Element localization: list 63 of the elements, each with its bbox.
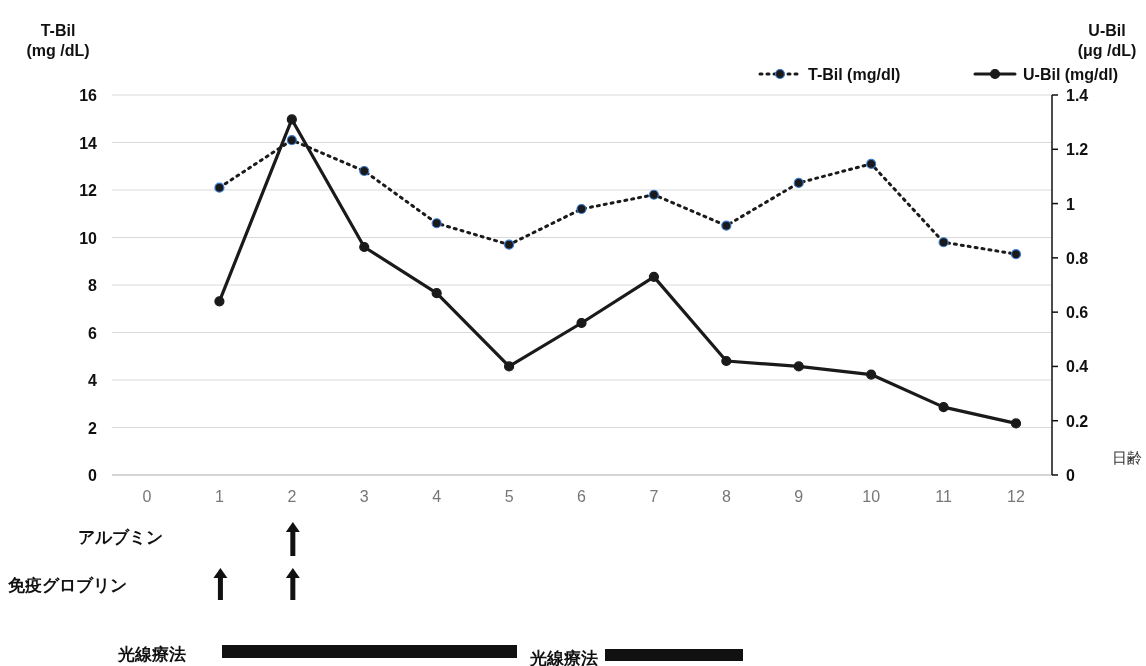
y2-tick-label: 1.4	[1066, 87, 1089, 104]
y-tick-label: 14	[79, 134, 98, 152]
point	[576, 203, 587, 215]
y2-tick-label: 0.6	[1066, 304, 1089, 322]
x-tick-label: 1	[214, 488, 224, 505]
point	[286, 135, 297, 146]
x-tick-label: 11	[935, 488, 952, 505]
x-tick-label: 8	[721, 488, 731, 505]
point	[1010, 249, 1022, 260]
y-tick-label: 4	[88, 372, 98, 389]
y2-tick-label: 1	[1066, 195, 1075, 213]
point	[576, 317, 587, 329]
x-tick-label: 10	[862, 488, 881, 505]
point	[938, 402, 949, 413]
point	[214, 296, 225, 307]
point	[1010, 418, 1022, 429]
point	[503, 239, 515, 250]
point	[431, 218, 442, 229]
y-tick-label: 2	[88, 419, 98, 437]
point	[793, 361, 804, 372]
point	[286, 114, 297, 125]
point	[938, 237, 949, 248]
point	[721, 355, 732, 367]
text: 光線療法	[117, 645, 186, 664]
y-tick-label: 0	[88, 467, 98, 484]
x-tick-label: 6	[577, 488, 587, 505]
point	[359, 165, 370, 177]
x-tick-label: 12	[1007, 488, 1025, 505]
point	[503, 361, 515, 372]
legend-label: T-Bil (mg/dl)	[808, 66, 901, 83]
point	[866, 158, 877, 169]
y2-tick-label: 1.2	[1066, 141, 1089, 159]
y2-axis-title: U-Bil (μg /dL)	[1077, 22, 1137, 59]
y-axis-title: T-Bil (mg /dL)	[26, 22, 90, 59]
point	[214, 182, 225, 193]
x-tick-label: 2	[287, 488, 297, 505]
point	[721, 220, 732, 231]
y2-tick-label: 0.8	[1066, 249, 1089, 267]
x-tick-label: 4	[432, 488, 442, 505]
point	[648, 271, 660, 282]
point	[359, 241, 370, 253]
y-tick-label: 12	[79, 182, 98, 199]
y-tick-label: 6	[88, 324, 98, 342]
y-tick-label: 10	[79, 229, 98, 247]
x-tick-label: 9	[794, 488, 804, 505]
y2-tick-label: 0	[1066, 467, 1075, 484]
x-tick-label: 7	[649, 488, 659, 505]
y2-tick-label: 0.2	[1066, 412, 1089, 430]
x-axis-title: 日齢	[1112, 449, 1142, 466]
point	[793, 177, 804, 188]
point	[648, 189, 660, 200]
text: 免疫グロブリン	[7, 576, 127, 595]
y-tick-label: 8	[88, 277, 98, 294]
y2-tick-label: 0.4	[1066, 358, 1089, 376]
legend-label: U-Bil (mg/dl)	[1023, 66, 1119, 83]
x-tick-label: 5	[504, 488, 514, 505]
text: 光線療法	[529, 649, 598, 666]
text: アルブミン	[78, 528, 163, 547]
x-tick-label: 3	[359, 488, 369, 505]
point	[431, 288, 442, 299]
point	[866, 369, 877, 380]
y-tick-label: 16	[79, 87, 98, 104]
x-tick-label: 0	[142, 488, 152, 505]
